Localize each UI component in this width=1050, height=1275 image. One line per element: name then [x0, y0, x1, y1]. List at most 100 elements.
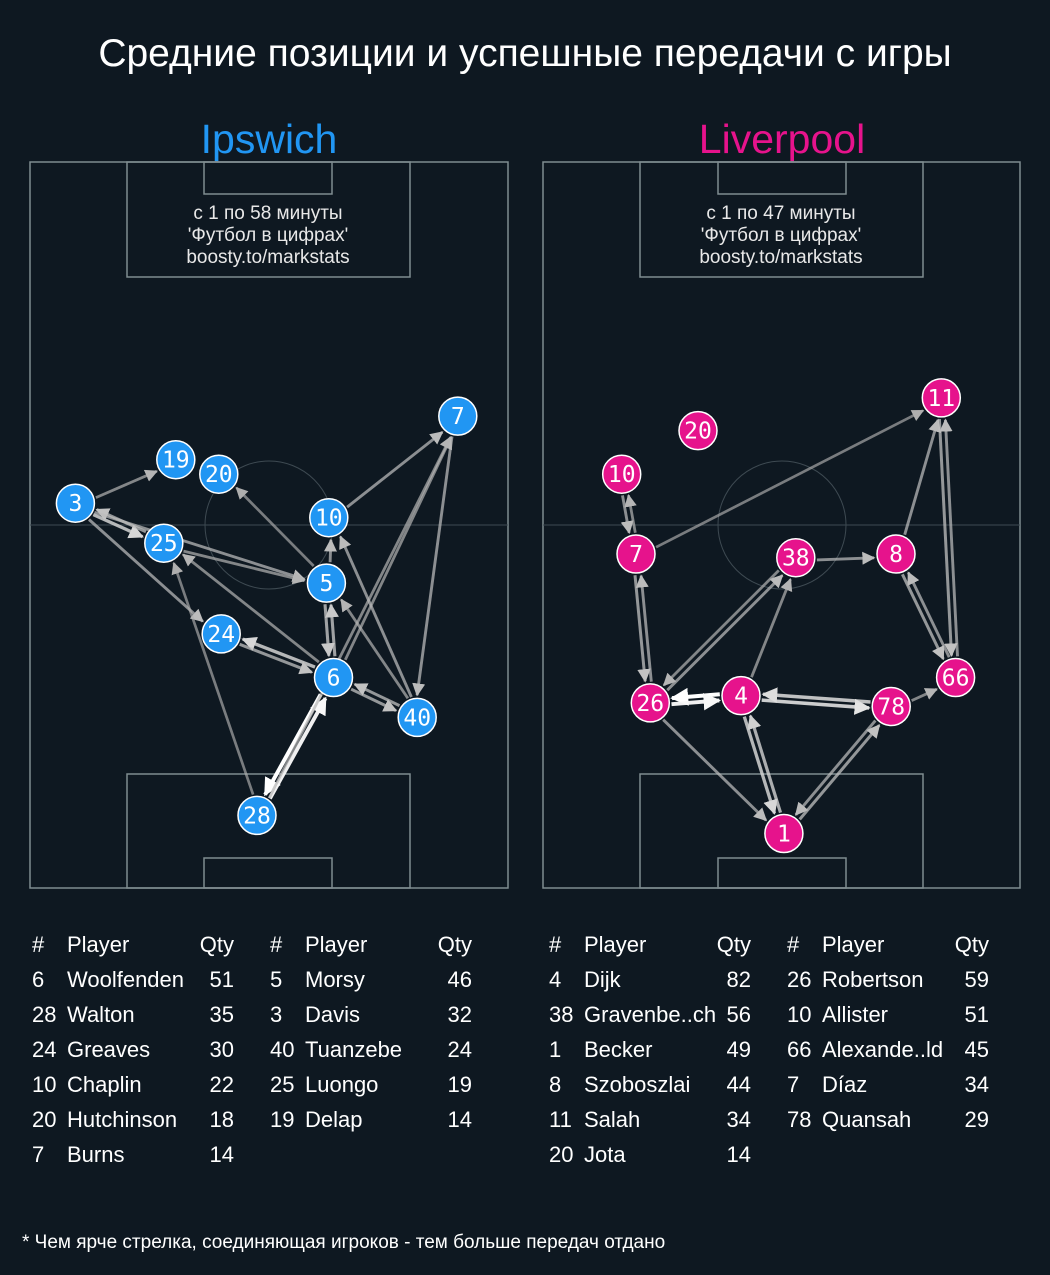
home-team-title: Ipswich — [200, 116, 338, 162]
away-bottom-six-yard-box — [717, 857, 847, 889]
row-player: Szoboszlai — [584, 1072, 691, 1097]
away-player-number-7: 7 — [629, 542, 643, 568]
row-num: 40 — [270, 1037, 295, 1062]
away-player-number-4: 4 — [734, 684, 748, 710]
header-player: Player — [305, 932, 368, 957]
away-player-number-38: 38 — [782, 546, 810, 572]
home-pass-40-to-6 — [353, 682, 401, 707]
away-pass-4-to-38 — [750, 578, 793, 678]
home-pass-5-to-20 — [235, 486, 315, 567]
home-player-number-40: 40 — [403, 705, 431, 731]
row-qty: 24 — [447, 1037, 472, 1062]
row-qty: 45 — [964, 1037, 989, 1062]
header-num: # — [549, 932, 562, 957]
away-pass-4-to-1 — [742, 716, 778, 815]
row-qty: 19 — [447, 1072, 472, 1097]
row-num: 78 — [787, 1107, 812, 1132]
away-player-node-26 — [630, 683, 671, 723]
away-pass-4-to-78 — [761, 698, 871, 715]
header-qty: Qty — [199, 932, 234, 957]
row-num: 26 — [787, 967, 812, 992]
home-player-number-20: 20 — [205, 462, 233, 488]
away-player-node-66 — [935, 657, 976, 698]
row-player: Davis — [305, 1002, 361, 1027]
home-pass-arrows — [88, 430, 454, 800]
header-player: Player — [584, 932, 647, 957]
away-pass-1-to-78 — [798, 724, 881, 821]
row-player: Salah — [584, 1107, 641, 1132]
row-num: 10 — [787, 1002, 812, 1027]
home-pass-40-to-5 — [340, 598, 410, 700]
home-pass-28-to-7 — [267, 435, 452, 799]
away-pass-10-to-7 — [620, 495, 634, 535]
home-pass-3-to-24 — [88, 518, 204, 623]
away-pass-arrows — [620, 409, 959, 822]
row-qty: 18 — [209, 1107, 234, 1132]
row-player: Walton — [67, 1002, 135, 1027]
home-pass-6-to-24 — [241, 637, 316, 669]
away-player-node-38 — [776, 537, 816, 578]
away-pass-38-to-26 — [662, 569, 780, 687]
home-player-node-25 — [144, 523, 184, 563]
home-pass-28-to-6 — [268, 696, 328, 800]
home-pass-28-to-25 — [171, 561, 255, 796]
row-player: Tuanzebe — [305, 1037, 403, 1062]
home-player-node-10 — [309, 497, 349, 538]
row-qty: 34 — [726, 1107, 751, 1132]
row-player: Woolfenden — [67, 967, 185, 992]
row-num: 66 — [787, 1037, 812, 1062]
away-pass-78-to-66 — [911, 687, 938, 702]
away-player-node-78 — [871, 686, 911, 727]
away-period-label: с 1 по 47 минуты — [706, 203, 855, 224]
row-qty: 51 — [209, 967, 234, 992]
header-qty: Qty — [954, 932, 989, 957]
row-num: 19 — [270, 1107, 295, 1132]
home-player-number-24: 24 — [207, 622, 235, 648]
away-player-number-26: 26 — [636, 691, 664, 717]
header-player: Player — [67, 932, 130, 957]
home-player-node-40 — [397, 697, 437, 738]
row-num: 11 — [549, 1107, 572, 1132]
row-qty: 56 — [726, 1002, 751, 1027]
header-num: # — [270, 932, 283, 957]
row-qty: 59 — [964, 967, 989, 992]
row-num: 1 — [549, 1037, 562, 1062]
row-player: Luongo — [305, 1072, 379, 1097]
row-player: Burns — [67, 1142, 125, 1167]
home-link-label: boosty.to/markstats — [186, 247, 349, 268]
home-player-number-6: 6 — [327, 666, 341, 692]
row-qty: 29 — [964, 1107, 989, 1132]
home-player-number-28: 28 — [243, 803, 271, 829]
row-num: 38 — [549, 1002, 574, 1027]
row-player: Robertson — [822, 967, 924, 992]
away-pass-1-to-4 — [747, 714, 783, 814]
home-player-number-5: 5 — [319, 571, 333, 597]
away-link-label: boosty.to/markstats — [699, 247, 862, 268]
away-pass-4-to-26 — [670, 687, 720, 706]
home-pass-5-to-6 — [320, 604, 335, 658]
footnote: * Чем ярче стрелка, соединяющая игроков … — [22, 1232, 666, 1253]
row-num: 6 — [32, 967, 45, 992]
header-player: Player — [822, 932, 885, 957]
away-pass-8-to-66 — [901, 573, 945, 661]
row-num: 28 — [32, 1002, 57, 1027]
home-player-number-19: 19 — [162, 448, 190, 474]
away-pass-7-to-26 — [633, 575, 651, 683]
home-player-number-25: 25 — [150, 531, 178, 557]
chart-title: Средние позиции и успешные передачи с иг… — [98, 32, 952, 75]
row-num: 8 — [549, 1072, 562, 1097]
away-pass-26-to-4 — [671, 692, 722, 711]
away-pass-66-to-11 — [939, 418, 959, 657]
home-player-node-19 — [156, 439, 196, 480]
row-num: 20 — [549, 1142, 574, 1167]
away-pass-78-to-4 — [761, 687, 871, 704]
away-pass-table: # Player Qty 4 Dijk 82 38 Gravenbe..ch 56 1 Becker… — [547, 932, 1027, 1172]
row-player: Díaz — [822, 1072, 868, 1097]
home-pass-3-to-19 — [95, 469, 158, 499]
row-qty: 30 — [209, 1037, 234, 1062]
away-player-node-8 — [876, 534, 916, 574]
home-pass-24-to-6 — [239, 642, 314, 675]
home-bottom-six-yard-box — [203, 857, 333, 889]
away-pass-11-to-66 — [937, 419, 958, 657]
